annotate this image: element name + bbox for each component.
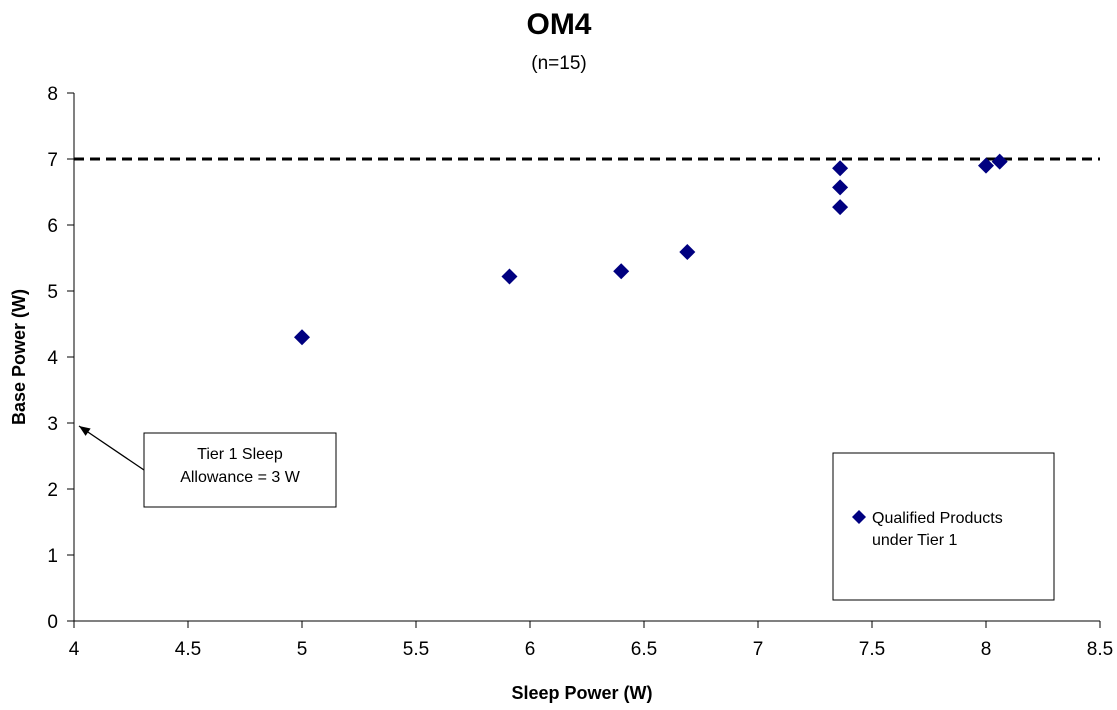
x-tick-label: 7 [753,639,764,660]
chart-subtitle: (n=15) [531,53,586,74]
x-tick-label: 4.5 [175,639,201,660]
x-tick-label: 5.5 [403,639,429,660]
y-tick-label: 6 [47,216,58,237]
x-tick-label: 8 [981,639,992,660]
y-tick-label: 7 [47,150,58,171]
data-point-diamond [294,329,310,345]
data-point-diamond [832,160,848,176]
y-axis-title: Base Power (W) [9,289,29,425]
legend-label-line-2: under Tier 1 [872,532,957,549]
data-point-diamond [992,154,1008,170]
x-tick-label: 4 [69,639,80,660]
annotation-arrow-line [79,426,144,470]
chart-title: OM4 [526,8,591,41]
legend: Qualified Products under Tier 1 [833,453,1054,600]
x-tick-label: 6.5 [631,639,657,660]
annotation-line-1: Tier 1 Sleep [197,446,283,463]
annotation-line-2: Allowance = 3 W [180,469,301,486]
data-point-diamond [613,263,629,279]
y-ticks: 0 1 2 3 4 5 6 7 8 [47,84,74,633]
data-points [294,154,1008,346]
y-tick-label: 8 [47,84,58,105]
x-tick-label: 7.5 [859,639,885,660]
x-tick-label: 6 [525,639,536,660]
y-tick-label: 0 [47,612,58,633]
data-point-diamond [832,199,848,215]
y-tick-label: 4 [47,348,58,369]
x-axis-title: Sleep Power (W) [511,683,652,703]
annotation-arrow-head [79,426,91,436]
y-tick-label: 5 [47,282,58,303]
data-point-diamond [501,268,517,284]
y-tick-label: 1 [47,546,58,567]
data-point-diamond [679,244,695,260]
x-tick-label: 8.5 [1087,639,1113,660]
y-tick-label: 3 [47,414,58,435]
x-tick-label: 5 [297,639,308,660]
annotation-box: Tier 1 Sleep Allowance = 3 W [79,426,336,507]
legend-label-line-1: Qualified Products [872,510,1003,527]
x-ticks: 4 4.5 5 5.5 6 6.5 7 7.5 8 8.5 [69,621,1114,660]
y-tick-label: 2 [47,480,58,501]
data-point-diamond [832,179,848,195]
